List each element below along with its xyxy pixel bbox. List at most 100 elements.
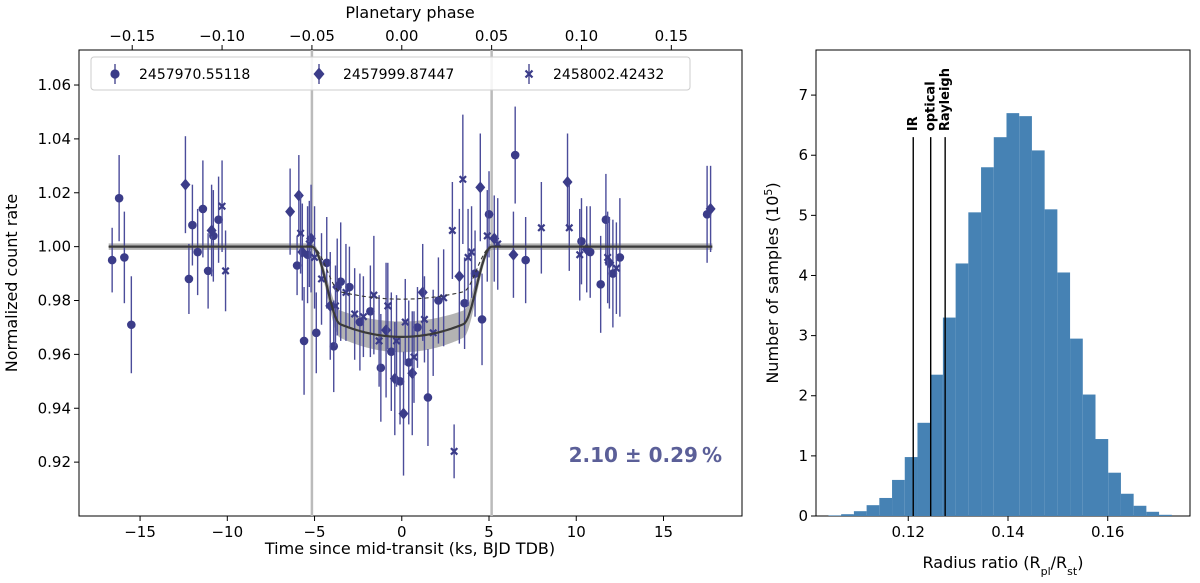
reference-line-label: Rayleigh xyxy=(938,68,953,131)
histogram-bar xyxy=(981,167,994,516)
data-point xyxy=(214,215,223,224)
y-tick-label: 2 xyxy=(798,387,808,405)
data-point xyxy=(484,210,494,219)
data-point xyxy=(483,231,492,240)
data-point xyxy=(299,336,309,346)
data-point xyxy=(203,266,213,276)
histogram-bar xyxy=(904,457,918,516)
series-1 xyxy=(107,106,712,446)
data-point xyxy=(475,181,486,194)
reference-line-label: optical xyxy=(924,81,939,131)
data-point xyxy=(292,261,302,270)
data-point xyxy=(398,407,409,420)
data-point xyxy=(296,229,305,238)
x-tick-label: 15 xyxy=(654,523,673,541)
data-point xyxy=(387,347,396,356)
data-point xyxy=(410,353,418,362)
histogram-bar xyxy=(1095,439,1109,516)
light-curve-ticks: −15 −10 −5 0 5 10 15 0.92 0.94 0.96 0.98 1.00 1.02 1.… xyxy=(38,27,688,541)
x-tick-label: 0.12 xyxy=(892,523,925,541)
data-point xyxy=(375,336,384,345)
data-point xyxy=(184,274,194,284)
histogram-bar xyxy=(955,263,969,516)
y-tick-label: 0.92 xyxy=(38,453,71,471)
data-point xyxy=(180,178,191,191)
radius-reference-lines: IR optical Rayleigh xyxy=(906,68,953,516)
data-point xyxy=(285,205,296,218)
x-tick-label: 10 xyxy=(567,523,586,541)
light-curve-frame xyxy=(78,49,743,517)
data-point xyxy=(615,253,625,262)
data-point xyxy=(575,250,584,259)
y-tick-label: 0.94 xyxy=(38,399,71,417)
x-tick-label: −5 xyxy=(303,523,325,541)
x2-tick-label: 0.15 xyxy=(655,27,688,45)
histogram-bar xyxy=(993,137,1007,516)
histogram-bar xyxy=(1044,209,1058,517)
data-point xyxy=(218,202,227,211)
data-point xyxy=(193,247,202,257)
y-tick-label: 4 xyxy=(798,266,808,284)
x-marker-icon xyxy=(524,69,534,79)
histogram-bar xyxy=(1057,272,1071,516)
data-point xyxy=(413,323,422,332)
transit-edge-lines xyxy=(310,50,493,516)
data-point xyxy=(198,204,208,214)
data-point xyxy=(407,367,418,380)
histogram-bar xyxy=(917,422,931,516)
y-tick-label: 1.00 xyxy=(38,238,71,256)
uncertainty-band xyxy=(108,243,713,353)
histogram-bar xyxy=(1019,116,1032,516)
histogram-bar xyxy=(930,374,943,516)
x2-tick-label: 0.00 xyxy=(385,27,418,45)
data-point xyxy=(366,306,375,316)
data-point xyxy=(596,280,605,289)
data-point xyxy=(460,298,469,308)
data-point xyxy=(450,447,459,456)
x2-tick-label: 0.10 xyxy=(565,27,598,45)
data-point xyxy=(705,202,716,215)
data-point xyxy=(604,256,615,269)
light-curve-x2label: Planetary phase xyxy=(345,3,474,22)
data-point xyxy=(345,282,354,292)
data-point xyxy=(355,317,365,327)
x-tick-label: −15 xyxy=(124,523,156,541)
circle-marker-icon xyxy=(110,69,120,79)
data-point xyxy=(376,363,386,373)
legend-label-1: 2457970.55118 xyxy=(139,67,250,83)
data-point xyxy=(577,236,586,246)
histogram-xlabel: Radius ratio (Rpl/Rst) xyxy=(923,553,1084,578)
histogram-bar xyxy=(853,511,867,516)
histogram-bar xyxy=(841,514,854,516)
y-tick-label: 0 xyxy=(798,507,808,525)
histogram-bar xyxy=(866,505,880,516)
histogram-bar xyxy=(828,515,842,516)
data-point xyxy=(332,281,343,294)
data-point xyxy=(464,253,473,262)
data-point xyxy=(434,296,443,305)
light-curve-ylabel: Normalized count rate xyxy=(2,194,21,373)
data-point xyxy=(448,226,457,235)
y-tick-label: 1 xyxy=(798,447,808,465)
data-point xyxy=(608,269,618,278)
histogram-bar xyxy=(1146,511,1160,516)
y-tick-label: 5 xyxy=(798,206,808,224)
data-point xyxy=(417,286,428,299)
data-point xyxy=(562,175,573,188)
data-point xyxy=(508,248,519,261)
data-point xyxy=(565,223,574,232)
histogram-panel: IR optical Rayleigh 0.12 0.14 0.16 0 1 2 3 4 5 6 7 R… xyxy=(762,49,1191,578)
data-point xyxy=(454,270,465,283)
histogram-bar xyxy=(1070,338,1083,516)
data-point xyxy=(423,393,433,402)
data-point xyxy=(297,246,308,259)
data-point xyxy=(306,232,317,245)
data-point xyxy=(341,288,350,297)
data-point xyxy=(458,175,467,184)
y-tick-label: 1.06 xyxy=(38,76,71,94)
histogram-bar xyxy=(1031,150,1045,517)
data-point xyxy=(392,336,401,345)
histogram-bar xyxy=(1133,505,1147,516)
data-point xyxy=(107,255,117,265)
